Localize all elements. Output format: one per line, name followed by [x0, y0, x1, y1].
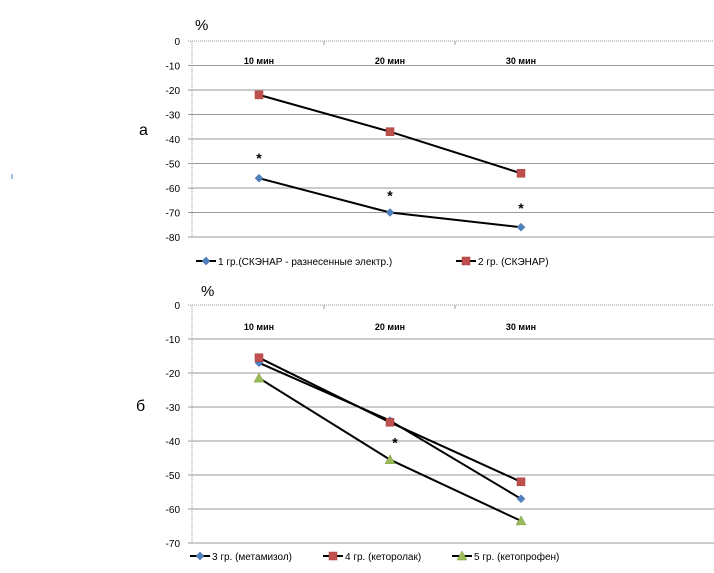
- y-tick-label: -30: [166, 403, 181, 414]
- diamond-marker: [385, 208, 395, 217]
- legend-label: 1 гр.(СКЭНАР - разнесенные электр.): [218, 257, 392, 268]
- legend-label: 4 гр. (кеторолак): [345, 552, 421, 563]
- y-tick-label: -40: [166, 135, 181, 146]
- square-marker: [516, 477, 526, 487]
- legend-label: 5 гр. (кетопрофен): [474, 551, 559, 563]
- y-axis-label: %: [195, 17, 208, 34]
- square-marker: [254, 353, 264, 362]
- y-tick-label: -50: [166, 471, 181, 482]
- legend-label: 3 гр. (метамизол): [212, 552, 292, 563]
- significance-asterisk: *: [256, 150, 262, 166]
- square-marker: [516, 169, 526, 178]
- panel-label: а: [139, 122, 148, 139]
- series-line: [258, 377, 522, 522]
- diamond-marker: [516, 222, 526, 232]
- significance-asterisk: *: [392, 435, 398, 451]
- triangle-marker: [456, 550, 468, 561]
- diamond-marker: [201, 256, 211, 266]
- significance-asterisk: *: [387, 188, 393, 204]
- triangle-marker: [515, 515, 527, 526]
- series-line: [258, 361, 522, 500]
- x-category-label: 20 мин: [375, 322, 405, 332]
- y-tick-label: -70: [166, 209, 181, 220]
- x-category-label: 30 мин: [506, 56, 536, 66]
- chart-panel-b: б% 0 -10 -20 -30 -40 -50 -60 -70 10 мин 20 мин 30 м…: [136, 283, 714, 563]
- y-tick-label: -40: [166, 437, 181, 448]
- chart-panel-a: а% 0 -10 -20 -30 -40 -50 -60 -70 -80 10 мин 20 мин 3…: [139, 17, 714, 268]
- series-1: * * * 1 гр.(СКЭНАР - разнесенные электр.): [196, 150, 526, 268]
- square-marker: [461, 256, 471, 266]
- panel-label: б: [136, 398, 145, 415]
- significance-asterisk: *: [518, 200, 524, 216]
- square-marker: [385, 418, 395, 427]
- y-tick-label: 0: [174, 37, 180, 48]
- series-2: 2 гр. (СКЭНАР): [254, 90, 549, 268]
- x-category-label: 10 мин: [244, 322, 274, 332]
- triangle-marker: [384, 454, 396, 464]
- square-marker: [328, 551, 338, 561]
- y-tick-label: -20: [166, 369, 181, 380]
- y-tick-label: -60: [166, 184, 181, 195]
- triangle-marker: [253, 372, 265, 383]
- y-tick-label: -80: [166, 233, 181, 244]
- y-tick-label: -10: [166, 62, 181, 73]
- y-tick-label: -50: [166, 160, 181, 171]
- y-tick-label: -60: [166, 505, 181, 516]
- square-marker: [385, 127, 395, 136]
- square-marker: [254, 90, 264, 100]
- y-tick-label: -10: [166, 335, 181, 346]
- y-tick-label: -30: [166, 111, 181, 122]
- legend-label: 2 гр. (СКЭНАР): [478, 257, 549, 268]
- x-category-label: 20 мин: [375, 56, 405, 66]
- x-category-label: 10 мин: [244, 56, 274, 66]
- diamond-marker: [254, 173, 264, 183]
- series-3: * 5 гр. (кетопрофен): [253, 372, 559, 563]
- y-axis-label: %: [201, 283, 214, 300]
- y-tick-label: 0: [174, 301, 180, 312]
- diamond-marker: [195, 551, 205, 561]
- series-2: 4 гр. (кеторолак): [254, 353, 526, 563]
- x-category-label: 30 мин: [506, 322, 536, 332]
- y-tick-label: -70: [166, 539, 181, 550]
- y-tick-label: -20: [166, 86, 181, 97]
- diamond-marker: [516, 494, 526, 504]
